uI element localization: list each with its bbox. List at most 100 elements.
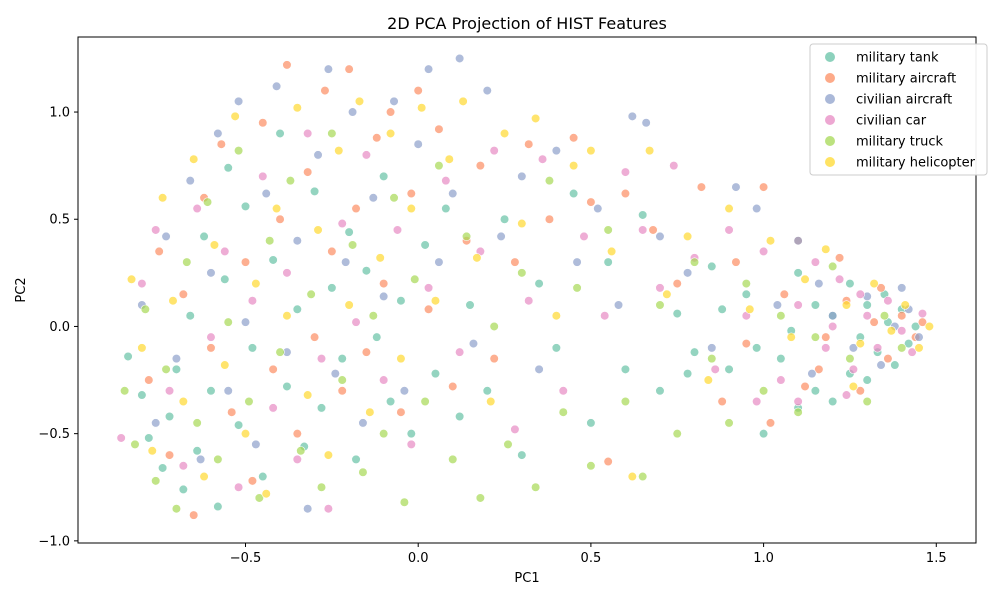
- scatter-point: [323, 450, 334, 460]
- scatter-point: [296, 446, 306, 456]
- scatter-point: [406, 429, 416, 439]
- scatter-point: [848, 364, 858, 374]
- scatter-point: [158, 193, 168, 203]
- scatter-point: [907, 347, 917, 357]
- scatter-point: [475, 161, 485, 171]
- scatter-point: [810, 386, 821, 396]
- scatter-point: [275, 214, 285, 224]
- scatter-point: [158, 463, 168, 473]
- scatter-point: [444, 154, 454, 164]
- scatter-point: [741, 339, 751, 349]
- scatter-point: [303, 128, 313, 139]
- scatter-point: [569, 161, 579, 171]
- scatter-point: [420, 396, 430, 407]
- scatter-point: [144, 433, 154, 443]
- y-tick-label: −0.5: [38, 427, 70, 442]
- scatter-point: [524, 296, 534, 306]
- scatter-point: [379, 375, 389, 385]
- scatter-point: [531, 482, 541, 492]
- x-tick-label: 1.5: [926, 551, 947, 566]
- scatter-point: [434, 124, 444, 134]
- scatter-point: [379, 171, 389, 181]
- scatter-point: [154, 246, 164, 257]
- scatter-point: [510, 424, 520, 434]
- scatter-point: [137, 278, 147, 289]
- scatter-point: [682, 369, 693, 379]
- scatter-point: [828, 261, 838, 272]
- scatter-point: [120, 386, 130, 396]
- scatter-point: [482, 386, 492, 396]
- scatter-point: [164, 386, 175, 396]
- scatter-point: [810, 332, 821, 342]
- scatter-point: [379, 429, 389, 439]
- scatter-point: [399, 497, 409, 507]
- scatter-point: [862, 300, 872, 310]
- scatter-point: [303, 390, 313, 400]
- scatter-point: [192, 446, 202, 456]
- scatter-point: [337, 218, 347, 229]
- scatter-point: [496, 231, 506, 241]
- scatter-point: [917, 308, 928, 319]
- scatter-point: [337, 386, 347, 396]
- scatter-point: [524, 139, 534, 149]
- scatter-point: [206, 332, 216, 342]
- scatter-point: [244, 396, 254, 407]
- scatter-point: [206, 268, 216, 278]
- legend: military tank military aircraft civilian a…: [809, 43, 988, 176]
- scatter-point: [327, 283, 337, 293]
- scatter-point: [489, 354, 499, 364]
- scatter-point: [164, 450, 175, 460]
- scatter-point: [603, 456, 613, 467]
- scatter-point: [910, 321, 921, 332]
- y-tick-label: 1.0: [49, 106, 70, 121]
- scatter-point: [361, 150, 372, 160]
- scatter-point: [292, 304, 302, 314]
- scatter-point: [862, 311, 872, 321]
- scatter-point: [292, 454, 302, 464]
- scatter-point: [220, 246, 230, 257]
- scatter-point: [361, 266, 372, 276]
- scatter-point: [461, 231, 472, 241]
- scatter-point: [341, 257, 351, 267]
- scatter-point: [741, 289, 751, 299]
- legend-label: military aircraft: [856, 72, 956, 87]
- scatter-point: [351, 454, 361, 464]
- scatter-point: [223, 163, 233, 173]
- scatter-point: [482, 85, 492, 96]
- y-tick-label: 0.5: [49, 213, 70, 228]
- scatter-point: [707, 343, 717, 353]
- scatter-point: [828, 311, 838, 321]
- scatter-point: [586, 418, 596, 428]
- scatter-point: [192, 418, 202, 428]
- scatter-point: [724, 203, 734, 214]
- scatter-point: [586, 197, 596, 207]
- scatter-point: [821, 343, 831, 353]
- scatter-point: [793, 268, 803, 278]
- scatter-point: [752, 396, 762, 407]
- scatter-point: [758, 182, 769, 192]
- scatter-point: [313, 225, 323, 235]
- scatter-point: [620, 188, 631, 199]
- plot-frame: [77, 36, 977, 544]
- scatter-point: [572, 283, 582, 293]
- scatter-point: [897, 326, 907, 336]
- scatter-point: [327, 246, 337, 257]
- scatter-point: [897, 343, 907, 353]
- y-axis-label: PC2: [14, 277, 29, 302]
- scatter-point: [593, 203, 603, 214]
- scatter-point: [423, 304, 434, 314]
- scatter-point: [655, 283, 665, 293]
- scatter-point: [531, 113, 541, 124]
- scatter-point: [147, 446, 157, 456]
- scatter-point: [441, 203, 451, 214]
- scatter-point: [517, 218, 527, 229]
- scatter-point: [814, 278, 824, 289]
- scatter-point: [569, 133, 579, 143]
- scatter-point: [292, 236, 302, 246]
- scatter-point: [600, 311, 610, 321]
- scatter-point: [503, 439, 513, 449]
- x-tick-label: −0.5: [230, 551, 262, 566]
- scatter-point: [330, 369, 340, 379]
- scatter-point: [189, 154, 199, 164]
- scatter-point: [752, 203, 762, 214]
